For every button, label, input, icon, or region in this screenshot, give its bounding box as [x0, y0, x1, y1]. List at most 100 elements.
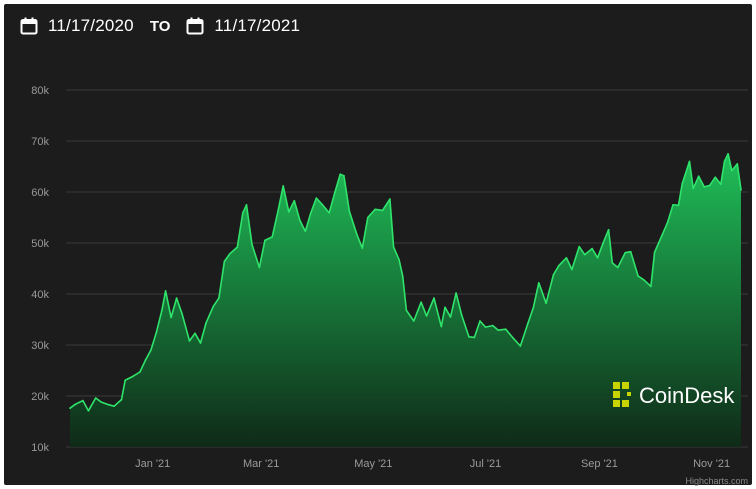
data-point	[667, 222, 669, 224]
data-point	[578, 246, 580, 248]
data-point	[630, 251, 632, 253]
data-point	[224, 261, 226, 263]
data-point	[468, 336, 470, 338]
data-point	[406, 310, 408, 312]
y-axis: 10k 20k 30k 40k 50k 60k 70k 80k	[31, 85, 49, 454]
data-point	[299, 219, 301, 221]
data-point	[413, 320, 415, 322]
data-point	[681, 183, 683, 185]
data-point	[194, 333, 196, 335]
data-point	[288, 211, 290, 213]
data-point	[88, 410, 90, 412]
data-point	[205, 322, 207, 324]
data-point	[294, 200, 296, 202]
data-point	[121, 399, 123, 401]
data-point	[310, 212, 312, 214]
data-point	[520, 345, 522, 347]
data-point	[132, 376, 134, 378]
data-point	[724, 161, 726, 163]
data-point	[612, 262, 614, 264]
data-point	[715, 176, 717, 178]
data-point	[617, 267, 619, 269]
data-point	[558, 265, 560, 267]
data-point	[584, 254, 586, 256]
data-point	[339, 173, 341, 175]
y-tick-label: 10k	[31, 442, 49, 454]
data-point	[703, 186, 705, 188]
data-point	[362, 247, 364, 249]
data-point	[441, 326, 443, 328]
data-point	[69, 407, 71, 409]
data-point	[485, 326, 487, 328]
data-point	[242, 212, 244, 214]
data-point	[566, 257, 568, 259]
data-point	[113, 405, 115, 407]
data-point	[95, 397, 97, 399]
data-point	[637, 275, 639, 277]
data-point	[426, 315, 428, 317]
x-tick-label: Jan '21	[135, 458, 170, 470]
data-point	[461, 314, 463, 316]
data-point	[498, 329, 500, 331]
data-point	[389, 198, 391, 200]
data-point	[402, 275, 404, 277]
data-point	[277, 212, 279, 214]
data-point	[181, 313, 183, 315]
data-point	[527, 323, 529, 325]
data-point	[108, 404, 110, 406]
data-point	[213, 305, 215, 307]
data-point	[75, 403, 77, 405]
data-point	[374, 209, 376, 211]
data-point	[349, 211, 351, 213]
y-tick-label: 50k	[31, 238, 49, 250]
data-point	[328, 212, 330, 214]
data-point	[259, 267, 261, 269]
data-point	[124, 379, 126, 381]
data-point	[150, 349, 152, 351]
data-point	[189, 340, 191, 342]
data-point	[512, 337, 514, 339]
data-point	[264, 240, 266, 242]
data-point	[161, 310, 163, 312]
data-point	[597, 257, 599, 259]
data-point	[139, 371, 141, 373]
x-axis: Jan '21 Mar '21 May '21 Jul '21 Sep '21 Nov '…	[135, 458, 730, 470]
y-tick-label: 70k	[31, 136, 49, 148]
x-tick-label: May '21	[354, 458, 392, 470]
data-point	[538, 282, 540, 284]
data-point	[608, 229, 610, 231]
data-point	[450, 316, 452, 318]
data-point	[334, 192, 336, 194]
data-point	[678, 205, 680, 207]
data-point	[545, 302, 547, 304]
coindesk-wordmark: CoinDesk	[639, 383, 735, 408]
data-point	[692, 188, 694, 190]
data-point	[282, 185, 284, 187]
y-tick-label: 80k	[31, 85, 49, 97]
highcharts-credit[interactable]: Highcharts.com	[685, 476, 748, 486]
data-point	[650, 286, 652, 288]
data-point	[709, 185, 711, 187]
data-point	[398, 259, 400, 261]
data-point	[82, 400, 84, 402]
data-point	[492, 325, 494, 327]
y-tick-label: 40k	[31, 289, 49, 301]
data-point	[393, 246, 395, 248]
data-point	[689, 161, 691, 163]
data-point	[727, 153, 729, 155]
data-point	[218, 297, 220, 299]
data-point	[229, 253, 231, 255]
data-point	[321, 203, 323, 205]
data-point	[624, 252, 626, 254]
data-point	[156, 332, 158, 334]
data-point	[271, 236, 273, 238]
y-tick-label: 60k	[31, 187, 49, 199]
data-point	[170, 317, 172, 319]
data-point	[356, 234, 358, 236]
data-point	[343, 175, 345, 177]
x-tick-label: Sep '21	[581, 458, 618, 470]
data-point	[698, 175, 700, 177]
data-point	[533, 307, 535, 309]
data-point	[305, 231, 307, 233]
